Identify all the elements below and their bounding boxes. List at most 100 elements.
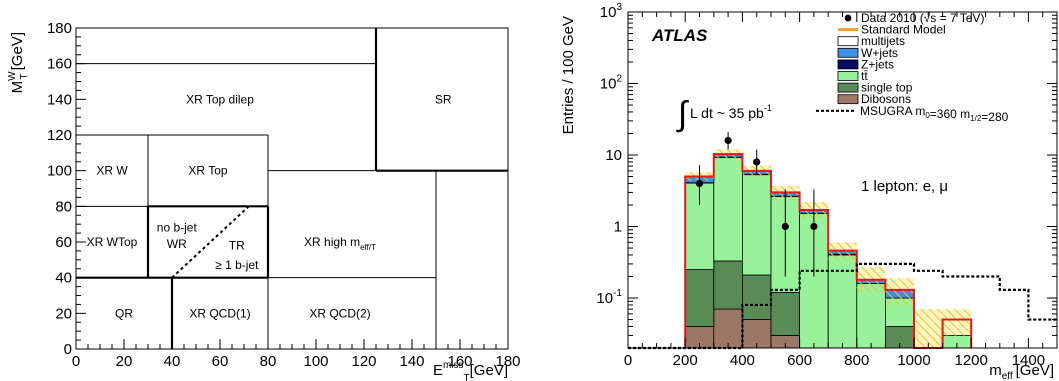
histogram-panel: 0 200 400 600 800 1000 1200 1400 10-1 1 10 102 103 D… <box>560 2 1058 381</box>
region-label: no b-jet <box>157 221 198 235</box>
legend-marker <box>837 94 859 105</box>
region-label: ≥ 1 b-jet <box>215 258 259 272</box>
x-tick-label: 80 <box>260 353 277 370</box>
legend-item: MSUGRA m0=360 m1/2=280 <box>816 104 1009 124</box>
x-tick-label: 120 <box>351 353 376 370</box>
legend-label: Dibosons <box>861 92 911 106</box>
legend-marker <box>837 47 859 58</box>
x-tick-label: 0 <box>72 353 80 370</box>
legend-label: W+jets <box>861 46 898 60</box>
legend-label: Z+jets <box>861 57 894 71</box>
left-y-axis-label: MWT[GeV] <box>7 32 30 93</box>
data-point <box>810 222 818 231</box>
uncertainty-hatch-bin <box>942 309 972 336</box>
region-label: XR QCD(2) <box>309 306 370 320</box>
x-tick-label: 160 <box>447 353 472 370</box>
region-label: XR QCD(1) <box>189 306 250 320</box>
y-tick-label: 180 <box>47 20 72 37</box>
region-label: XR W <box>96 164 128 178</box>
y-tick-label: 120 <box>47 127 72 144</box>
y-tick-label: 100 <box>47 163 72 180</box>
x-tick-label: 1200 <box>955 352 988 369</box>
data-point <box>724 136 732 145</box>
region-label: XR Top dilep <box>186 92 254 106</box>
region-labels: XR Top dilep XR W XR Top SR XR WTop no b-jet W… <box>87 92 452 320</box>
legend-marker <box>837 59 859 70</box>
bar-segment <box>770 291 801 336</box>
left-axis-ticks: 0 20 40 60 80 100 120 140 160 180 0 20 40 60 80 100 120 1… <box>47 20 521 370</box>
selection-label: 1 lepton: e, μ <box>861 178 948 195</box>
x-tick-label: 400 <box>730 352 755 369</box>
region-label: XR Top <box>188 164 227 178</box>
signal-path <box>628 262 1057 350</box>
x-tick-label: 140 <box>399 353 424 370</box>
bar-segment <box>713 157 743 262</box>
legend-item: Dibosons <box>837 92 911 106</box>
x-tick-label: 600 <box>787 352 812 369</box>
bar-segment <box>684 269 715 327</box>
region-label: WR <box>167 237 187 251</box>
x-tick-label: 200 <box>673 352 698 369</box>
data-point <box>781 222 789 231</box>
legend-item: multijets <box>837 34 905 48</box>
legend: Data 2010 (√s = 7 TeV)Standard Modelmult… <box>816 11 1009 124</box>
x-tick-label: 0 <box>624 352 632 369</box>
y-tick-label: 20 <box>55 305 72 322</box>
bar-segment <box>742 174 772 276</box>
y-tick-label: 10-1 <box>596 288 622 307</box>
y-tick-label: 160 <box>47 56 72 73</box>
legend-marker <box>837 36 859 47</box>
region-boundaries <box>76 28 508 349</box>
region-label: TR <box>229 239 245 253</box>
legend-item: Standard Model <box>838 23 946 37</box>
uncertainty-hatch-bin <box>885 278 914 305</box>
right-y-axis-label: Entries / 100 GeV <box>560 16 577 134</box>
legend-label: MSUGRA m0=360 m1/2=280 <box>860 104 1009 124</box>
y-tick-label: 140 <box>47 91 72 108</box>
y-tick-label: 1 <box>614 219 622 236</box>
x-tick-label: 1400 <box>1012 352 1045 369</box>
bar-segment <box>827 254 858 349</box>
legend-item: tt̄ <box>837 69 868 83</box>
legend-item: Z+jets <box>837 57 894 71</box>
x-tick-label: 800 <box>844 352 869 369</box>
y-tick-label: 103 <box>600 2 623 21</box>
left-x-axis-label: EmissT[GeV] <box>433 360 508 381</box>
y-tick-label: 60 <box>55 234 72 251</box>
region-label: XR high meff/T <box>304 235 376 252</box>
data-point <box>753 158 761 166</box>
x-tick-label: 180 <box>495 353 520 370</box>
legend-label: Standard Model <box>861 23 946 37</box>
region-label: SR <box>435 92 452 106</box>
x-tick-label: 1000 <box>897 352 930 369</box>
data-point <box>695 179 704 188</box>
bar-segment <box>713 308 743 349</box>
legend-marker <box>837 71 859 81</box>
legend-item: W+jets <box>837 46 898 60</box>
y-tick-label: 40 <box>55 270 72 287</box>
x-tick-label: 40 <box>164 353 181 370</box>
bar-segment <box>742 274 772 320</box>
legend-label: multijets <box>861 34 905 48</box>
luminosity-label: L dt ~ 35 pb-1 <box>690 103 772 121</box>
signal-line <box>628 262 1057 350</box>
uncertainty-hatch-bin <box>914 309 943 348</box>
x-tick-label: 20 <box>116 353 133 370</box>
region-diagram-panel: XR Top dilep XR W XR Top SR XR WTop no b-jet W… <box>7 20 521 381</box>
bar-segment <box>713 260 743 310</box>
y-tick-label: 10 <box>605 147 622 164</box>
legend-marker <box>844 14 852 22</box>
y-tick-label: 0 <box>64 341 72 358</box>
legend-item: Data 2010 (√s = 7 TeV) <box>844 11 984 25</box>
y-tick-label: 102 <box>600 74 623 93</box>
bar-segment <box>856 283 886 349</box>
legend-label: single top <box>861 81 913 95</box>
x-tick-label: 100 <box>303 353 328 370</box>
experiment-label: ATLAS <box>651 26 708 45</box>
right-x-axis-label: meff [GeV] <box>989 362 1054 381</box>
right-axis-ticks: 0 200 400 600 800 1000 1200 1400 10-1 1 10 102 103 <box>596 2 1058 369</box>
x-tick-label: 60 <box>212 353 229 370</box>
left-plot-frame <box>75 27 509 350</box>
y-tick-label: 80 <box>55 198 72 215</box>
